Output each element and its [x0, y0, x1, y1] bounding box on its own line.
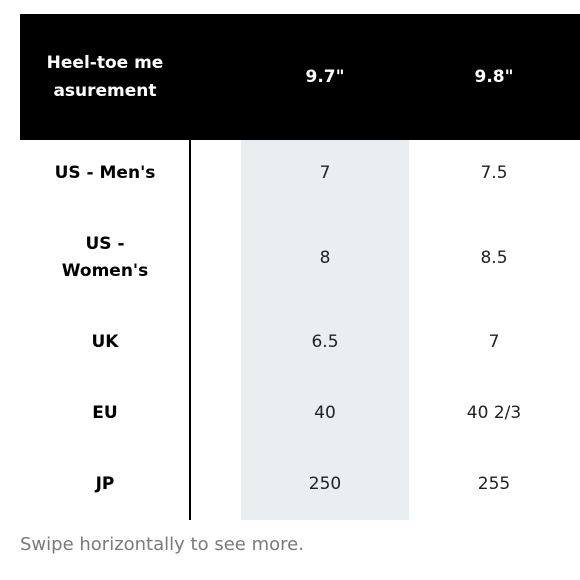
- table-cell: 8.5: [480, 248, 508, 268]
- table-cell: 7.5: [480, 163, 508, 183]
- highlighted-column: [241, 140, 409, 520]
- column-header-2: 9.8": [474, 67, 514, 87]
- column-header-1: 9.7": [305, 67, 345, 87]
- header-row-label: Heel-toe measurement: [20, 14, 190, 140]
- table-header-bar: [20, 14, 580, 140]
- swipe-hint: Swipe horizontally to see more.: [20, 534, 304, 555]
- table-cell: 6.5: [311, 332, 339, 352]
- table-cell: 7: [319, 163, 331, 183]
- row-label-us-men: US - Men's: [54, 162, 156, 183]
- row-label-uk: UK: [91, 331, 119, 352]
- row-label-jp: JP: [95, 473, 115, 494]
- table-cell: 40: [314, 403, 336, 423]
- table-cell: 255: [477, 474, 511, 494]
- row-label-us-women: US - Women's: [61, 234, 149, 281]
- row-label-divider: [189, 140, 191, 520]
- table-cell: 7: [488, 332, 500, 352]
- table-cell: 40 2/3: [466, 403, 522, 423]
- heel-toe-label: Heel-toe measurement: [46, 53, 164, 101]
- row-label-eu: EU: [92, 402, 118, 423]
- table-cell: 250: [308, 474, 342, 494]
- table-cell: 8: [319, 248, 331, 268]
